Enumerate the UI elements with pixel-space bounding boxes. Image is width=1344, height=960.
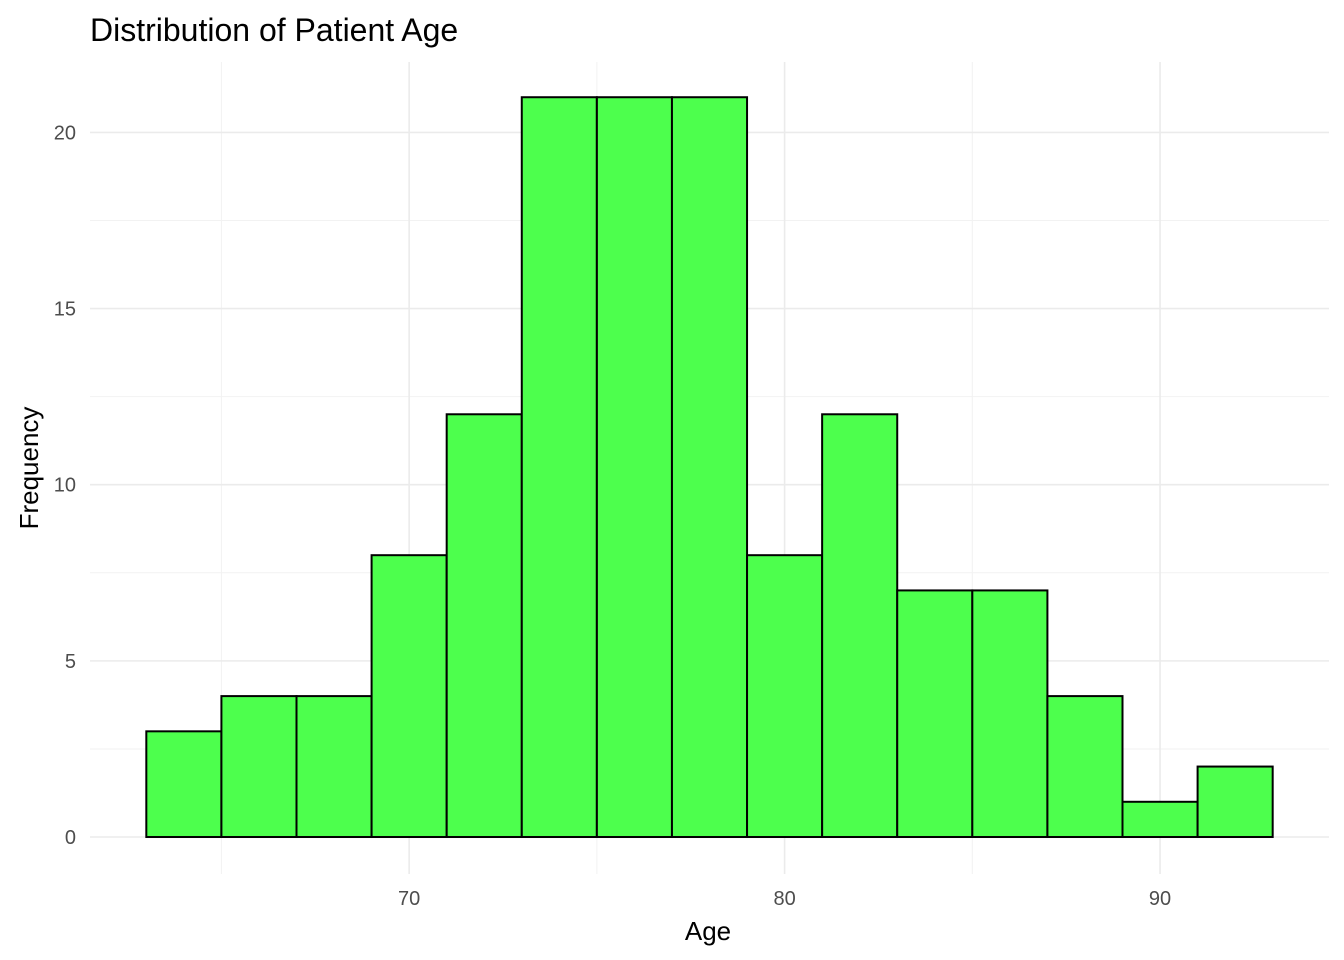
histogram-bar (295, 695, 373, 839)
histogram-bar (1046, 695, 1124, 839)
histogram-bar (1121, 800, 1199, 839)
histogram-bar (595, 96, 673, 839)
y-axis-title: Frequency (14, 407, 44, 530)
x-axis-ticks: 70 80 90 (398, 888, 1171, 910)
x-tick-label: 90 (1149, 888, 1171, 910)
x-tick-label: 80 (773, 888, 795, 910)
histogram-bar (520, 96, 598, 839)
histogram-bar (746, 554, 824, 839)
histogram-bar (370, 554, 448, 839)
y-tick-label: 15 (54, 299, 76, 321)
x-axis-title: Age (685, 916, 731, 946)
histogram-bar (670, 96, 749, 839)
histogram-bar (1196, 765, 1274, 839)
y-axis-ticks: 0 5 10 15 20 (54, 122, 76, 849)
x-tick-label: 70 (398, 888, 420, 910)
histogram-bar (896, 589, 974, 839)
histogram-bar (445, 413, 523, 839)
histogram-bar (220, 695, 298, 839)
bars (145, 96, 1274, 839)
y-tick-label: 5 (65, 651, 76, 673)
chart-title: Distribution of Patient Age (90, 12, 458, 48)
histogram-bar (145, 730, 223, 839)
y-tick-label: 10 (54, 475, 76, 497)
histogram-bar (821, 413, 899, 839)
y-tick-label: 0 (65, 827, 76, 849)
histogram-bar (971, 589, 1049, 839)
y-tick-label: 20 (54, 122, 76, 144)
